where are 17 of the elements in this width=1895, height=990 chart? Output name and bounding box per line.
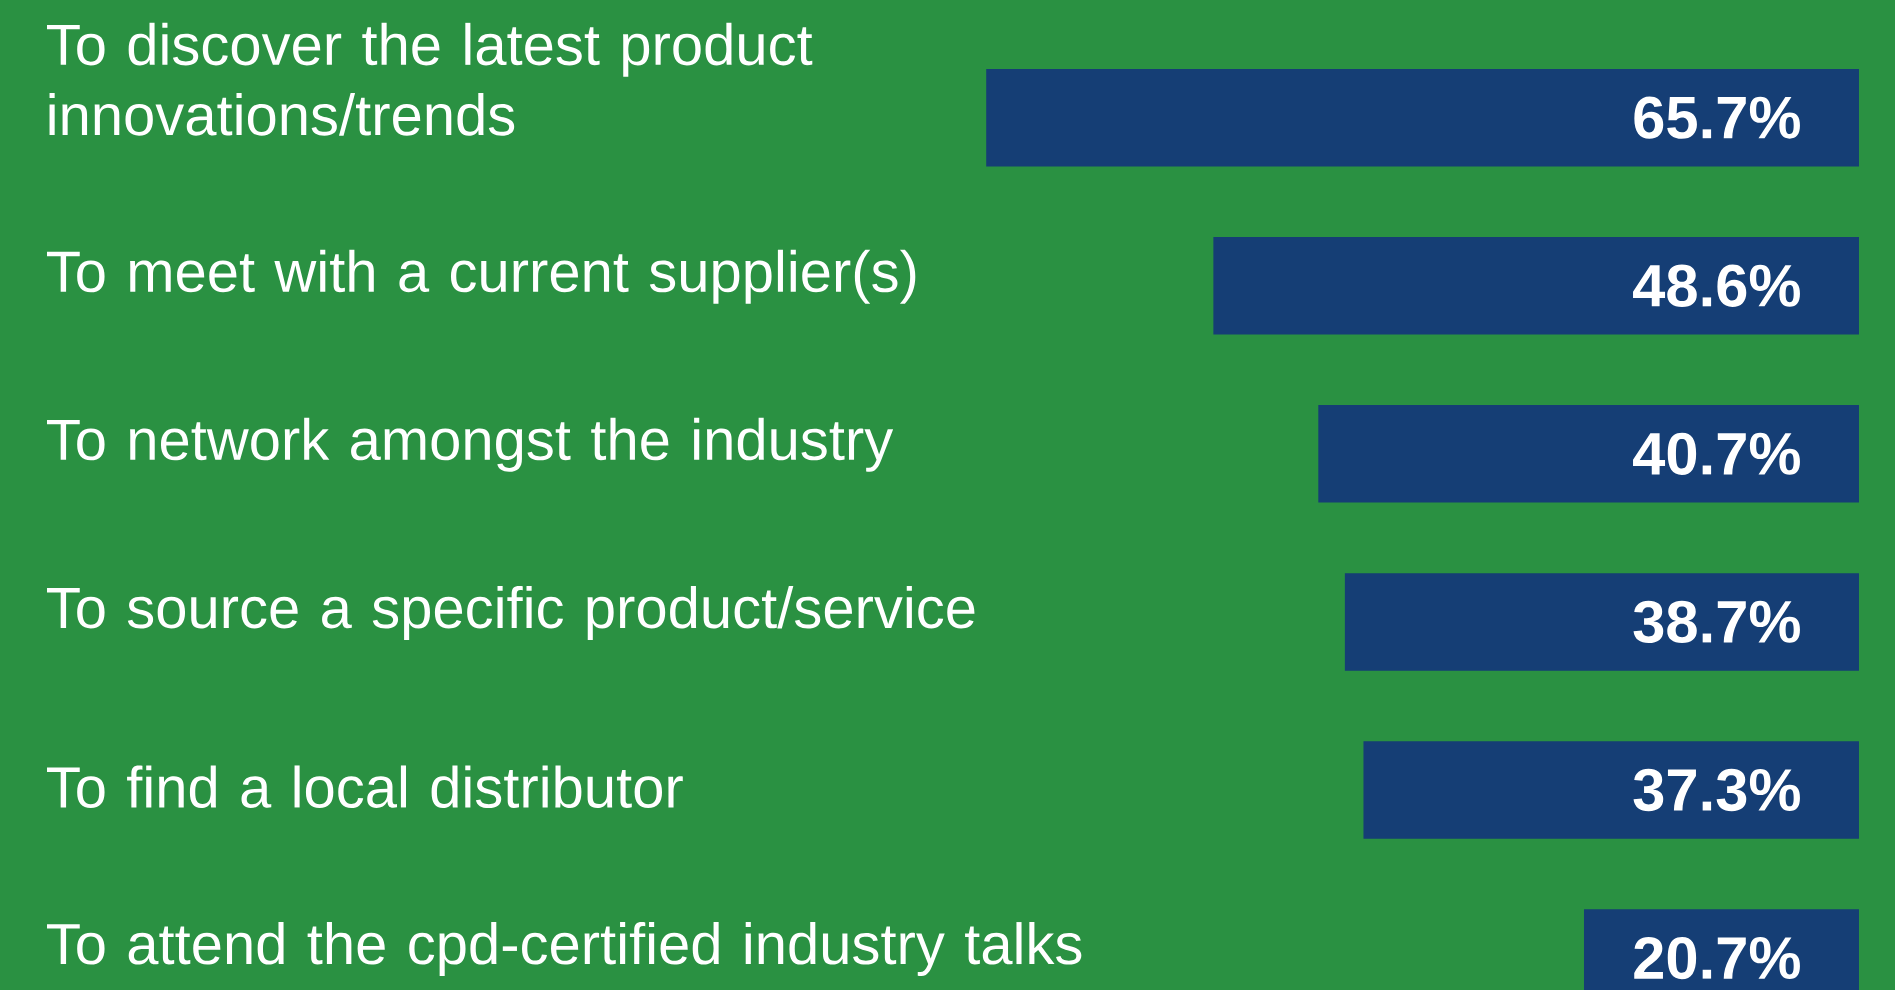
y-tick-label: To discover the latest product innovations/trends — [47, 22, 813, 136]
data-label: 37.3% — [1633, 768, 1800, 812]
y-tick-label: To network amongst the industry — [47, 417, 894, 472]
y-tick-label: To meet with a current supplier(s) — [47, 249, 916, 304]
bar — [1344, 573, 1859, 671]
bar — [1318, 405, 1859, 503]
y-tick-label: To find a local distributor — [47, 765, 683, 808]
bar — [986, 68, 1859, 167]
data-label: 38.7% — [1633, 600, 1800, 644]
bar — [1363, 741, 1859, 839]
y-tick-label: To attend the cpd-certified industry talks — [47, 922, 1082, 977]
data-label: 48.6% — [1633, 264, 1800, 307]
data-label: 20.7% — [1634, 936, 1800, 980]
y-tick-label: To source a specific product/service — [47, 585, 975, 640]
data-label: 40.7% — [1633, 432, 1800, 475]
bar — [1213, 236, 1859, 335]
data-label: 65.7% — [1634, 96, 1800, 139]
